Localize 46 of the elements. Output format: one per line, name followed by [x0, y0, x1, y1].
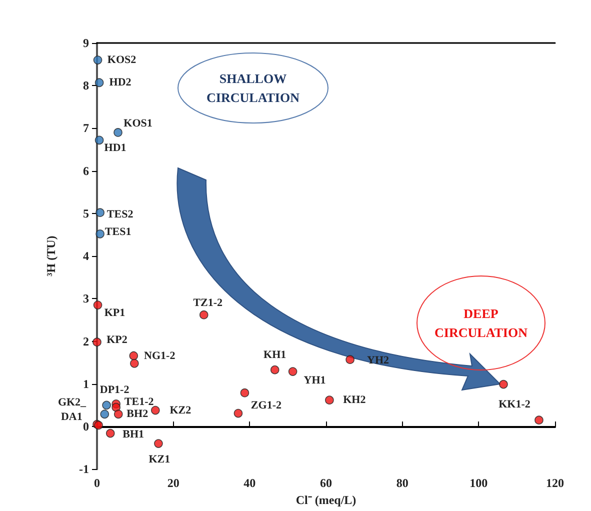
- annotation: SHALLOW CIRCULATION: [206, 71, 300, 105]
- annotation: KZ1: [148, 454, 170, 466]
- x-tick-label: 40: [244, 476, 256, 490]
- annotation: KK1-2: [498, 398, 531, 410]
- annotation: HD1: [104, 142, 126, 154]
- annotation: BH1: [122, 428, 144, 440]
- annotation: KH2: [343, 394, 366, 406]
- annotation: DEEP CIRCULATION: [434, 306, 528, 340]
- annotation: BH2: [126, 408, 149, 420]
- x-axis-title: Cl⁻ (meq/L): [296, 493, 356, 507]
- annotation: YH1: [304, 374, 326, 387]
- annotation: KZ2: [170, 404, 192, 416]
- x-tick-label: 120: [546, 476, 564, 490]
- annotation: TE1-2: [124, 396, 154, 408]
- y-tick-label: 4: [83, 249, 89, 264]
- y-tick-label: 0: [83, 419, 89, 434]
- annotation: TES2: [106, 208, 134, 221]
- annotation: YH2: [367, 354, 390, 367]
- y-axis-title: ³H (TU): [44, 236, 58, 276]
- annotation: HD2: [109, 76, 132, 89]
- annotation: KOS1: [124, 117, 152, 130]
- annotation: ZG1-2: [250, 399, 282, 412]
- annotation: TES1: [104, 226, 132, 238]
- y-tick-label: 9: [83, 36, 89, 50]
- x-tick-label: 100: [470, 476, 488, 490]
- y-tick-label: 5: [83, 206, 89, 220]
- annotation: KOS2: [107, 54, 137, 66]
- y-tick-label: -1: [79, 462, 89, 476]
- annotation: DP1-2: [100, 384, 130, 396]
- annotation: KH1: [264, 348, 286, 361]
- annotation: GK2_: [58, 396, 87, 408]
- x-tick-label: 60: [320, 476, 332, 490]
- y-tick-label: 3: [83, 292, 89, 306]
- annotation: KP1: [104, 307, 126, 320]
- annotation: NG1-2: [144, 350, 176, 362]
- annotation: TZ1-2: [193, 296, 224, 309]
- y-tick-label: 7: [83, 121, 89, 136]
- y-tick-label: 2: [83, 334, 89, 348]
- annotation: DA1: [60, 411, 82, 424]
- x-tick-label: 0: [94, 476, 100, 490]
- x-tick-label: 20: [167, 476, 180, 490]
- annotation: KP2: [106, 334, 128, 346]
- x-tick-label: 80: [396, 476, 408, 490]
- y-tick-label: 6: [83, 164, 89, 178]
- y-tick-label: 8: [83, 78, 89, 93]
- y-tick-label: 1: [83, 376, 89, 391]
